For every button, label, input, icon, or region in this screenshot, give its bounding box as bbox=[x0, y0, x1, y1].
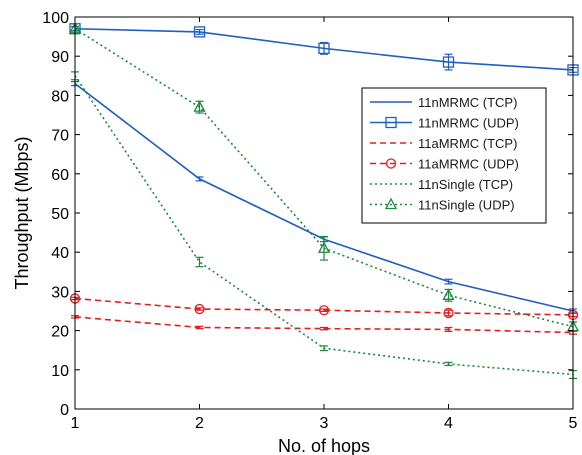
series-2 bbox=[71, 315, 577, 335]
data-point-triangle bbox=[193, 100, 206, 112]
y-tick-label: 80 bbox=[51, 88, 69, 105]
legend-entry-label: 11nMRMC (UDP) bbox=[418, 116, 519, 131]
series-3 bbox=[69, 293, 579, 321]
y-tick-label: 50 bbox=[51, 206, 69, 223]
y-tick-label: 70 bbox=[51, 128, 69, 145]
y-tick-label: 0 bbox=[60, 402, 69, 419]
legend-entry-label: 11aMRMC (TCP) bbox=[418, 136, 517, 151]
series-4 bbox=[71, 71, 577, 380]
y-axis-label: Throughput (Mbps) bbox=[12, 136, 32, 289]
legend-entry-label: 11nSingle (UDP) bbox=[418, 198, 515, 213]
series-line bbox=[74, 316, 574, 334]
legend-entry-label: 11nSingle (TCP) bbox=[418, 177, 513, 192]
y-tick-label: 20 bbox=[51, 324, 69, 341]
y-tick-label: 40 bbox=[51, 245, 69, 262]
legend-entry-label: 11nMRMC (TCP) bbox=[418, 95, 517, 110]
data-point-circle bbox=[194, 303, 205, 315]
x-axis-label: No. of hops bbox=[278, 436, 370, 455]
legend: 11nMRMC (TCP) 11nMRMC (UDP) 11aMRMC (TCP) 1… bbox=[361, 87, 547, 224]
data-point-square bbox=[442, 56, 455, 68]
x-tick-label: 1 bbox=[71, 415, 80, 432]
y-tick-label: 60 bbox=[51, 167, 69, 184]
y-tick-label: 30 bbox=[51, 284, 69, 301]
data-point-triangle bbox=[317, 241, 331, 253]
legend-entry-label: 11aMRMC (UDP) bbox=[418, 157, 519, 172]
series-line bbox=[74, 297, 574, 316]
y-tick-label: 100 bbox=[42, 10, 69, 27]
data-point-square bbox=[318, 42, 330, 55]
x-tick-label: 5 bbox=[569, 415, 578, 432]
data-point-circle bbox=[443, 307, 454, 319]
series-1 bbox=[69, 23, 579, 76]
data-point-square bbox=[193, 26, 206, 38]
legend-marker bbox=[385, 158, 397, 169]
y-tick-label: 90 bbox=[51, 49, 69, 66]
x-tick-label: 2 bbox=[195, 415, 204, 432]
plot-area bbox=[68, 21, 580, 380]
data-point-triangle bbox=[442, 288, 455, 300]
legend-box bbox=[361, 87, 547, 224]
series-5 bbox=[68, 21, 580, 332]
x-tick-label: 3 bbox=[320, 415, 329, 432]
x-tick-label: 4 bbox=[444, 415, 453, 432]
data-point-circle bbox=[318, 305, 330, 316]
legend-marker bbox=[384, 197, 398, 210]
y-tick-label: 10 bbox=[51, 363, 69, 380]
legend-marker bbox=[385, 116, 397, 129]
